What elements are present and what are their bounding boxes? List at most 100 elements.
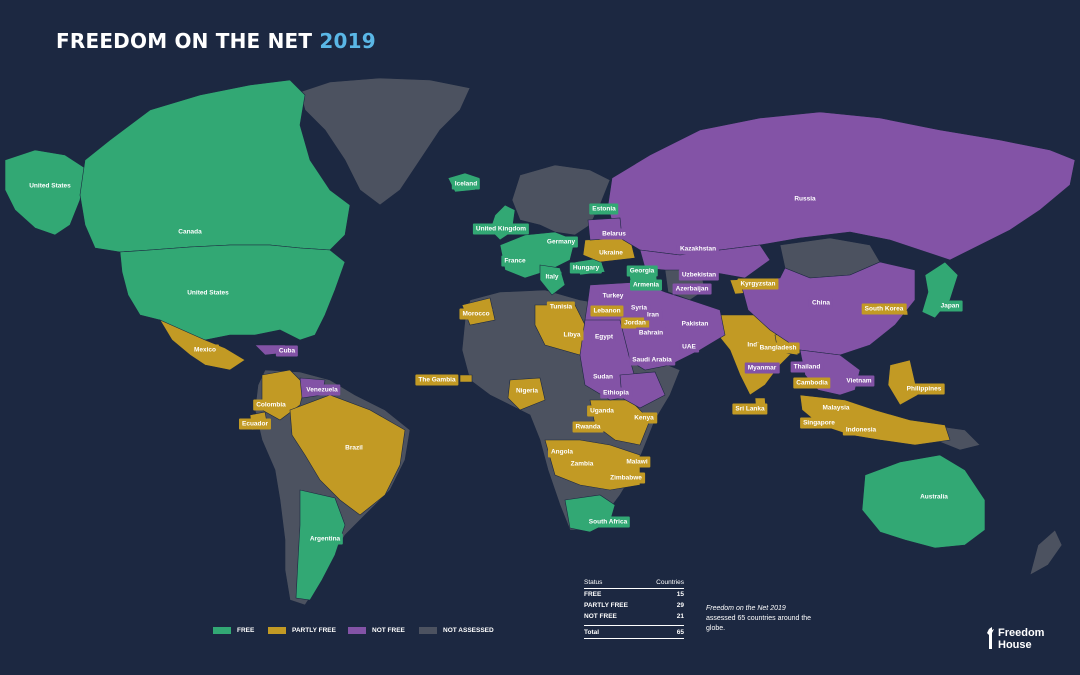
stats-row-status: PARTLY FREE [584, 602, 628, 609]
country-label: France [501, 255, 529, 267]
logo-line-1: Freedom [998, 627, 1045, 639]
country-label: Ecuador [238, 418, 272, 430]
country-label: United Kingdom [472, 223, 530, 235]
legend-label: FREE [237, 627, 255, 634]
country-label: Bahrain [635, 327, 667, 339]
legend-item-not-assessed: NOT ASSESSED [419, 627, 494, 634]
country-label: Germany [543, 236, 579, 248]
country-label: Vietnam [843, 375, 875, 387]
free-regions [4, 79, 986, 601]
argentina-shape [295, 489, 346, 601]
country-label: Pakistan [678, 318, 712, 330]
alaska-shape [4, 149, 86, 236]
country-label: Kazakhstan [676, 243, 720, 255]
stats-header: Status Countries [584, 577, 684, 589]
note-report-name: Freedom on the Net 2019 [706, 605, 786, 612]
title-text: FREEDOM ON THE NET [56, 29, 313, 53]
map-title: FREEDOM ON THE NET 2019 [56, 29, 376, 53]
logo-line-2: House [998, 639, 1032, 651]
stats-row-status: NOT FREE [584, 613, 617, 620]
country-label: Brazil [342, 442, 366, 454]
country-label: Uzbekistan [678, 269, 720, 281]
country-label: Rwanda [572, 421, 604, 433]
country-label: Zimbabwe [607, 472, 645, 484]
country-label: Cuba [275, 345, 299, 357]
country-label: Myanmar [744, 362, 780, 374]
country-label: Egypt [591, 331, 617, 343]
usa-shape [119, 244, 346, 341]
country-label: Iceland [451, 178, 481, 190]
country-label: Azerbaijan [672, 283, 712, 295]
stats-total: Total 65 [584, 625, 684, 639]
country-label: Philippines [903, 383, 945, 395]
country-label: United States [26, 180, 74, 192]
country-label: Kyrgyzstan [737, 278, 779, 290]
country-label: Kenya [631, 412, 657, 424]
country-label: Saudi Arabia [629, 354, 675, 366]
country-label: Italy [542, 271, 562, 283]
country-label: South Africa [585, 516, 631, 528]
country-label: Belarus [599, 228, 629, 240]
stats-total-count: 65 [676, 628, 684, 636]
philippines-shape [887, 359, 919, 406]
uk-shape [489, 204, 516, 241]
legend-item-partly-free: PARTLY FREE [268, 627, 336, 634]
country-label: Iran [644, 309, 662, 321]
country-label: Morocco [459, 308, 493, 320]
country-label: Thailand [790, 361, 824, 373]
legend-label: PARTLY FREE [292, 627, 336, 634]
country-label: Georgia [626, 265, 658, 277]
country-label: Indonesia [842, 424, 880, 436]
gambia-shape [459, 374, 473, 383]
country-label: United States [184, 287, 232, 299]
country-label: Estonia [589, 203, 619, 215]
country-label: UAE [679, 341, 699, 353]
stats-row-count: 21 [676, 613, 684, 620]
country-label: Sudan [590, 371, 616, 383]
country-label: Turkey [599, 290, 627, 302]
country-label: Zambia [567, 458, 597, 470]
country-label: Malawi [623, 456, 651, 468]
country-label: Libya [560, 329, 584, 341]
country-label: Singapore [800, 417, 838, 429]
country-label: China [808, 297, 834, 309]
country-label: Uganda [587, 405, 617, 417]
country-label: Venezuela [303, 384, 341, 396]
assessment-note: Freedom on the Net 2019 assessed 65 coun… [706, 604, 816, 634]
china-shape [739, 261, 916, 356]
country-label: Cambodia [793, 377, 831, 389]
stats-row-count: 29 [676, 602, 684, 609]
nz-shape [1029, 529, 1063, 576]
russia-shape [607, 111, 1076, 261]
country-label: Argentina [306, 533, 344, 545]
country-label: Colombia [253, 399, 289, 411]
country-label: Armenia [629, 279, 663, 291]
country-label: Syria [628, 302, 650, 314]
greenland-shape [299, 77, 471, 206]
stats-row: FREE 15 [584, 589, 684, 600]
legend-swatch [348, 627, 366, 634]
country-label: South Korea [861, 303, 907, 315]
country-label: Mexico [190, 344, 220, 356]
country-label: Ethiopia [600, 387, 632, 399]
country-label: Ukraine [596, 247, 626, 259]
legend-swatch [213, 627, 231, 634]
legend-swatch [268, 627, 286, 634]
torch-icon [987, 627, 994, 649]
stats-row: NOT FREE 21 [584, 611, 684, 622]
logo-text: Freedom House [998, 627, 1044, 651]
country-label: Hungary [569, 262, 603, 274]
country-label: India [744, 339, 766, 351]
country-label: Sri Lanka [732, 403, 768, 415]
freedom-house-logo: Freedom House [986, 627, 1044, 651]
canada-shape [79, 79, 351, 253]
legend-swatch [419, 627, 437, 634]
note-text: assessed 65 countries around the globe. [706, 615, 812, 632]
country-label: Lebanon [590, 305, 624, 317]
stats-header-countries: Countries [656, 579, 684, 586]
stats-row-status: FREE [584, 591, 602, 598]
stats-table: Status Countries FREE 15 PARTLY FREE 29 NOT… [584, 577, 684, 639]
legend-label: NOT FREE [372, 627, 405, 634]
